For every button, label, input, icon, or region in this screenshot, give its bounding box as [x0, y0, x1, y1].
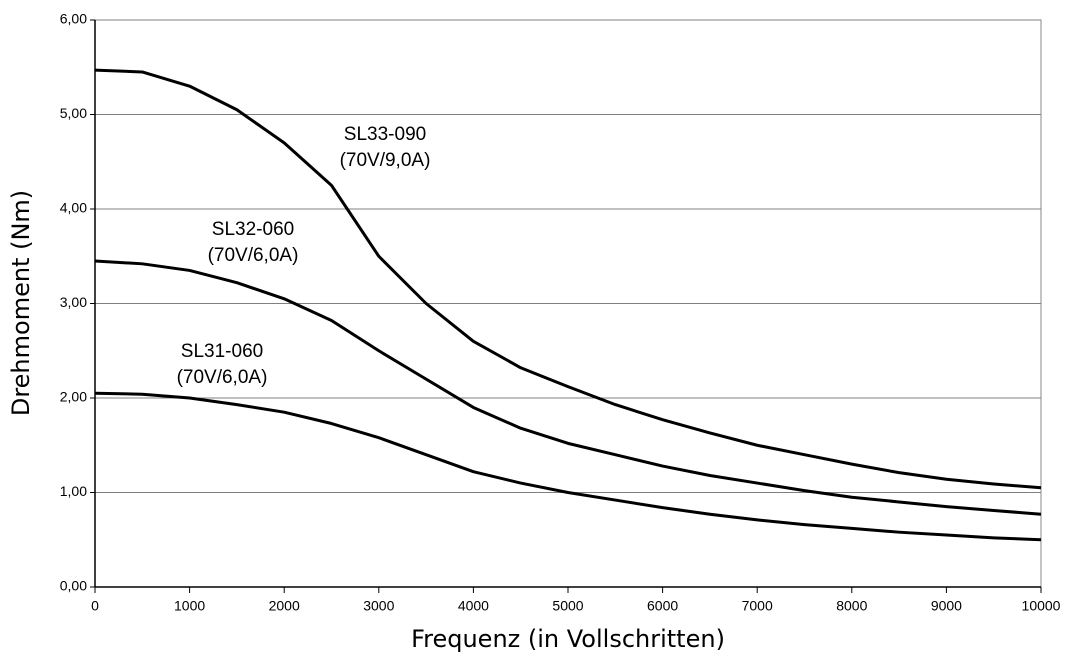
y-tick-label: 3,00 — [60, 294, 87, 310]
x-tick-label: 1000 — [174, 598, 205, 614]
x-tick-label: 10000 — [1022, 598, 1061, 614]
y-axis-title: Drehmoment (Nm) — [7, 190, 35, 416]
y-tick-label: 0,00 — [60, 578, 87, 594]
series-line — [94, 391, 1042, 542]
y-tick-label: 6,00 — [60, 11, 87, 27]
x-tick-label: 8000 — [836, 598, 867, 614]
series-name: SL33-090 — [344, 124, 426, 145]
x-tick-label: 2000 — [269, 598, 300, 614]
series-label: (70V/6,0A) — [208, 245, 299, 266]
x-axis-title: Frequenz (in Vollschritten) — [411, 625, 725, 653]
x-tick-label: 9000 — [931, 598, 962, 614]
y-tick-label: 5,00 — [60, 105, 87, 121]
series-label: (70V/6,0A) — [177, 367, 268, 388]
x-tick-label: 6000 — [647, 598, 678, 614]
series-name: SL31-060 — [181, 341, 263, 362]
x-tick-label: 4000 — [458, 598, 489, 614]
y-tick-label: 2,00 — [60, 389, 87, 405]
y-tick-label: 4,00 — [60, 200, 87, 216]
series-name: SL32-060 — [212, 219, 294, 240]
y-tick-label: 1,00 — [60, 483, 87, 499]
x-tick-label: 3000 — [363, 598, 394, 614]
x-tick-label: 5000 — [552, 598, 583, 614]
series-label: (70V/9,0A) — [340, 150, 431, 171]
x-tick-label: 0 — [91, 598, 99, 614]
series-line — [94, 259, 1042, 516]
series-line — [94, 68, 1042, 490]
x-tick-label: 7000 — [742, 598, 773, 614]
